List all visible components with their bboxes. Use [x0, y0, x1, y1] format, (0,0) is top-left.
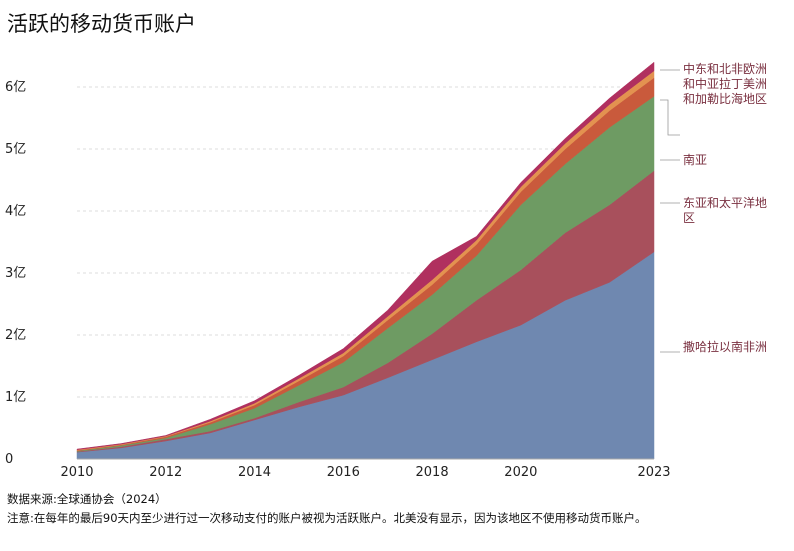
x-tick-label: 2016: [327, 465, 360, 480]
note: 注意:在每年的最后90天内至少进行过一次移动支付的账户被视为活跃账户。北美没有显…: [7, 511, 647, 525]
x-tick-label: 2010: [60, 465, 93, 480]
x-tick-label: 2014: [238, 465, 271, 480]
x-tick-label: 2018: [416, 465, 449, 480]
y-tick-label: 3亿: [5, 266, 26, 281]
chart-title: 活跃的移动货币账户: [7, 12, 196, 36]
source: 数据来源:全球通协会（2024）: [7, 492, 167, 506]
x-tick-label: 2023: [637, 465, 670, 480]
y-tick-label: 4亿: [5, 204, 26, 219]
y-tick-label: 0: [5, 452, 13, 467]
legend-label: 撒哈拉以南非洲: [683, 340, 768, 354]
legend-label: 东亚和太平洋地区: [683, 196, 768, 225]
legend-group: 中东和北非欧洲和中亚拉丁美洲和加勒比海地区: [683, 62, 768, 107]
area: [76, 61, 655, 450]
x-tick-label: 2012: [149, 465, 182, 480]
legend-label: 欧洲和中亚: [683, 62, 768, 91]
y-tick-label: 1亿: [5, 390, 26, 405]
y-tick-label: 6亿: [5, 80, 26, 95]
legend-label: 拉丁美洲和加勒比海地区: [683, 77, 768, 106]
legend-label: 中东和北非: [683, 62, 744, 76]
x-tick-label: 2020: [504, 465, 537, 480]
y-tick-label: 2亿: [5, 328, 26, 343]
legend-label: 南亚: [683, 153, 708, 167]
y-tick-label: 5亿: [5, 142, 26, 157]
leader-line: [660, 99, 680, 136]
